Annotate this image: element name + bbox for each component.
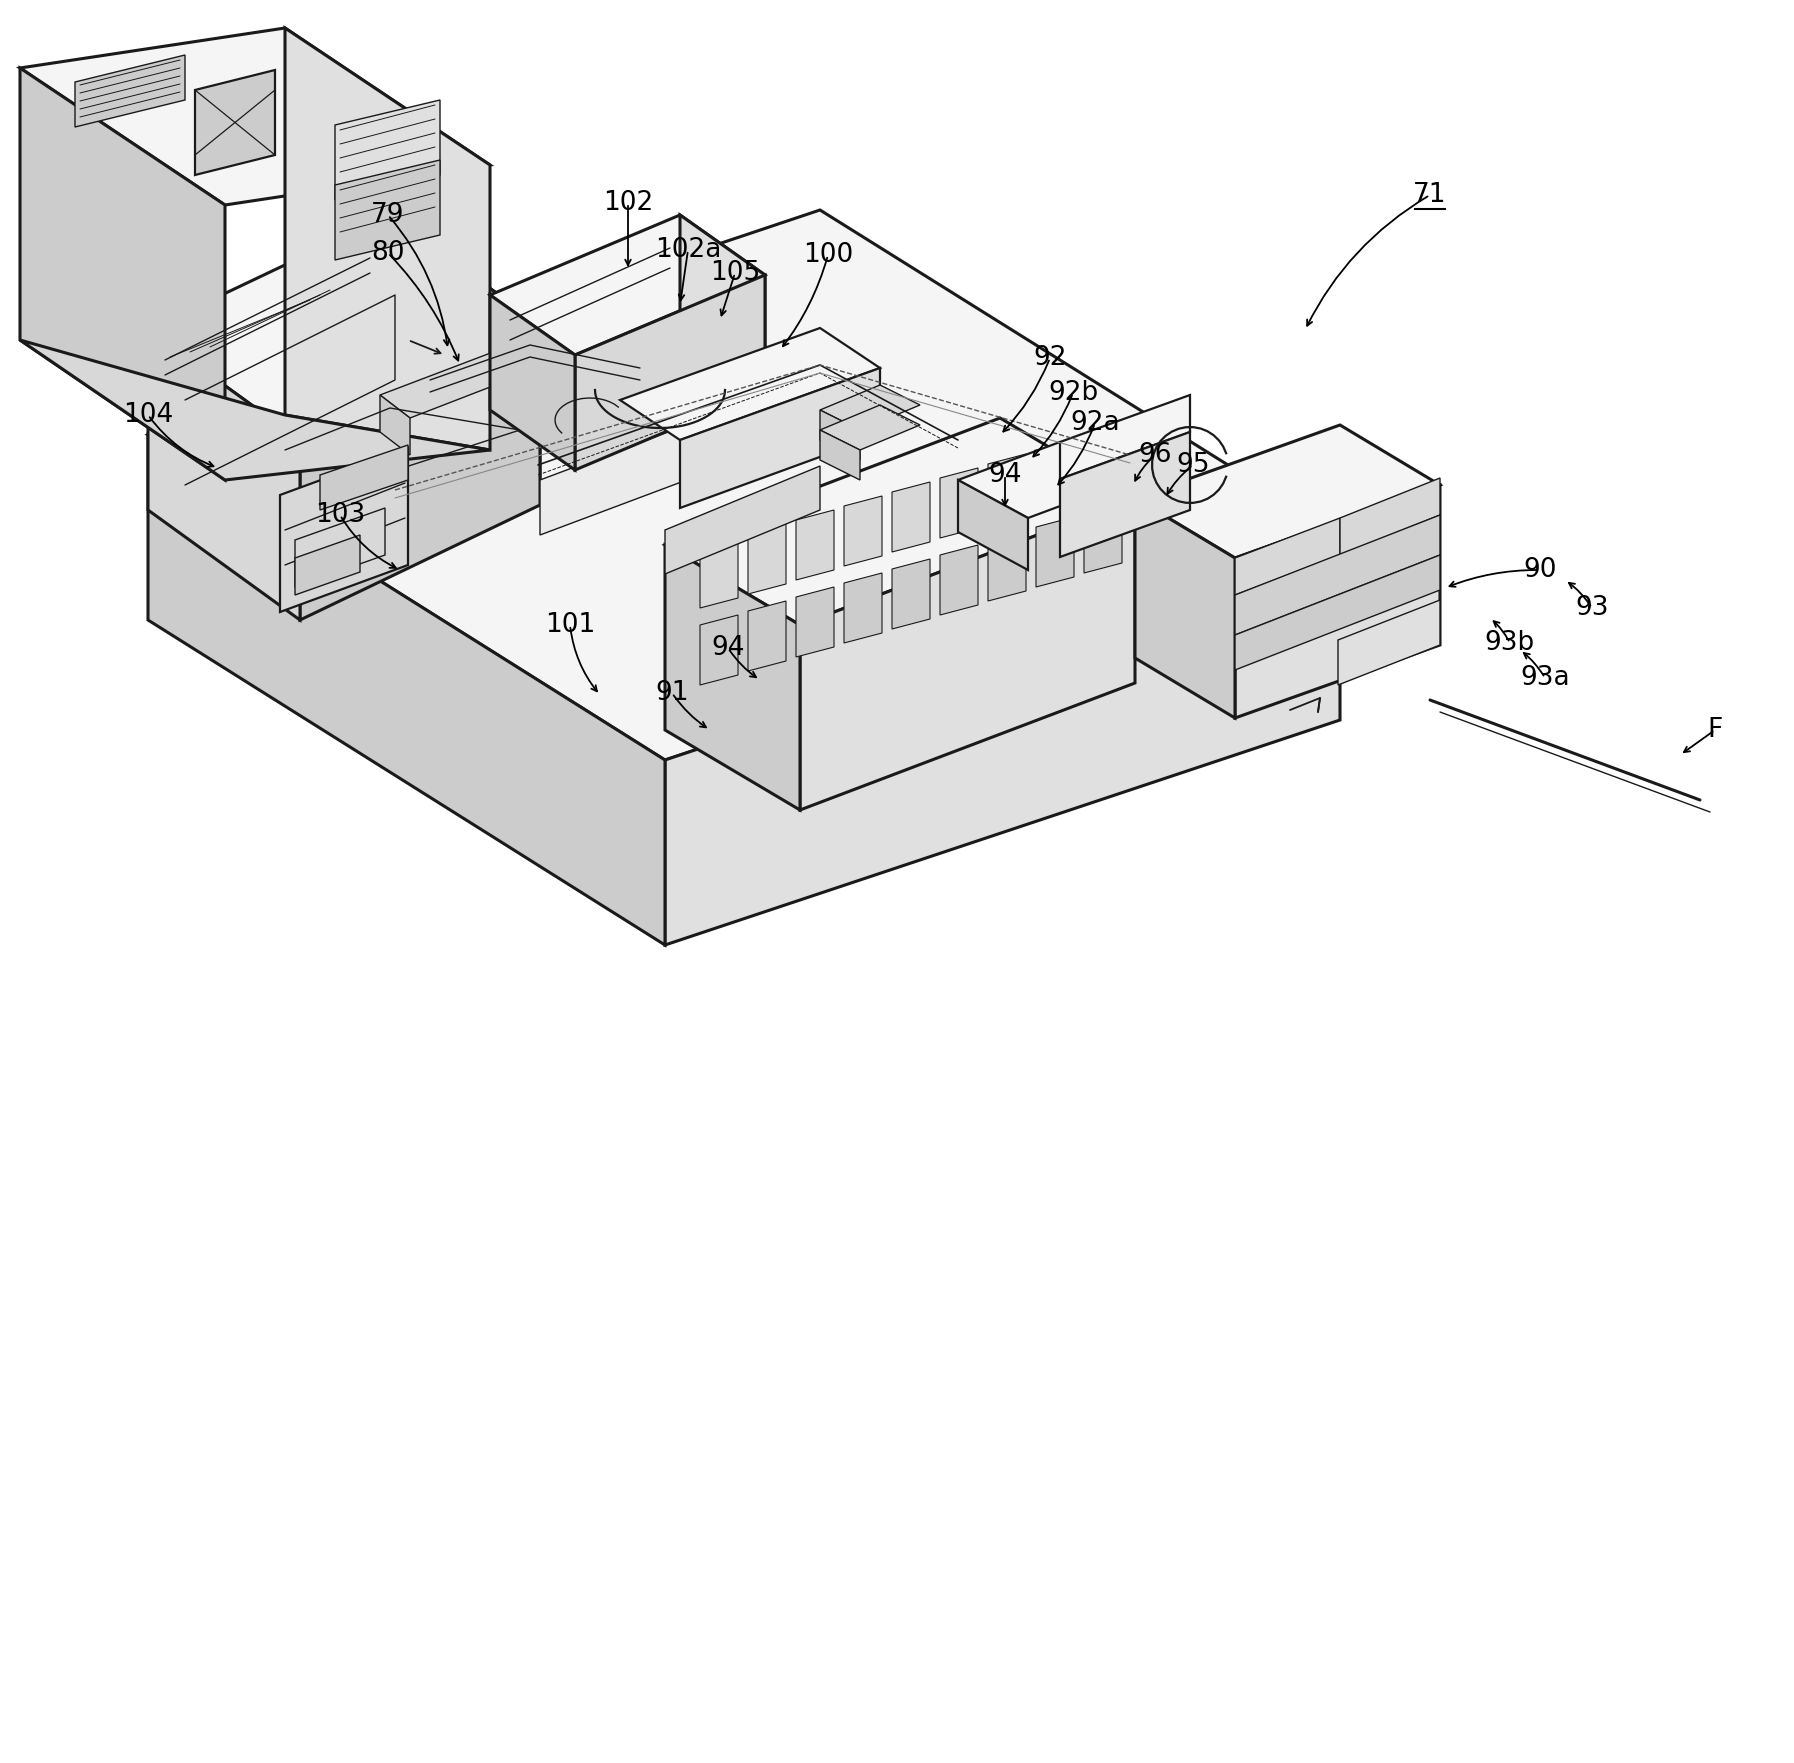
Polygon shape (820, 405, 920, 450)
Text: 90: 90 (1523, 557, 1557, 584)
Polygon shape (540, 376, 820, 534)
Text: 93: 93 (1575, 594, 1609, 621)
Polygon shape (800, 497, 1136, 809)
Polygon shape (1234, 515, 1441, 635)
Polygon shape (820, 384, 920, 430)
Polygon shape (940, 467, 978, 538)
Polygon shape (1338, 599, 1441, 686)
Text: 93b: 93b (1485, 629, 1536, 656)
Polygon shape (576, 275, 764, 471)
Polygon shape (797, 510, 834, 580)
Polygon shape (680, 368, 881, 508)
Polygon shape (1060, 395, 1189, 480)
Text: 93a: 93a (1520, 665, 1570, 691)
Polygon shape (666, 465, 820, 575)
Text: F: F (1708, 718, 1722, 742)
Polygon shape (700, 538, 737, 608)
Polygon shape (958, 480, 1028, 569)
Text: 104: 104 (122, 402, 174, 428)
Polygon shape (294, 534, 361, 594)
Polygon shape (1035, 517, 1075, 587)
Polygon shape (1035, 441, 1075, 510)
Polygon shape (294, 508, 386, 587)
Polygon shape (75, 55, 185, 127)
Polygon shape (285, 28, 490, 450)
Polygon shape (335, 100, 440, 199)
Polygon shape (1234, 485, 1441, 718)
Polygon shape (1136, 497, 1234, 718)
Polygon shape (988, 455, 1026, 524)
Polygon shape (335, 160, 440, 259)
Polygon shape (1136, 425, 1441, 559)
Polygon shape (843, 495, 883, 566)
Text: 102: 102 (603, 190, 653, 217)
Polygon shape (147, 330, 300, 621)
Polygon shape (147, 215, 540, 441)
Polygon shape (748, 601, 786, 672)
Polygon shape (300, 324, 540, 621)
Text: 96: 96 (1137, 443, 1171, 467)
Polygon shape (666, 534, 1340, 945)
Polygon shape (1234, 555, 1441, 670)
Polygon shape (843, 573, 883, 643)
Polygon shape (1340, 478, 1441, 555)
Polygon shape (680, 215, 764, 390)
Polygon shape (700, 615, 737, 686)
Polygon shape (20, 69, 224, 480)
Polygon shape (820, 411, 859, 460)
Polygon shape (621, 328, 881, 441)
Polygon shape (196, 71, 274, 175)
Text: 100: 100 (804, 242, 854, 268)
Text: 92: 92 (1033, 346, 1067, 370)
Polygon shape (20, 340, 490, 480)
Polygon shape (490, 215, 764, 354)
Text: 80: 80 (371, 240, 405, 266)
Polygon shape (988, 531, 1026, 601)
Polygon shape (748, 524, 786, 594)
Polygon shape (319, 444, 407, 510)
Text: 102a: 102a (655, 236, 721, 263)
Polygon shape (892, 481, 929, 552)
Polygon shape (389, 215, 540, 504)
Polygon shape (958, 443, 1130, 518)
Text: 79: 79 (371, 203, 405, 227)
Text: 94: 94 (710, 635, 745, 661)
Polygon shape (147, 210, 1340, 760)
Polygon shape (666, 418, 1136, 626)
Polygon shape (1060, 432, 1189, 557)
Polygon shape (1234, 518, 1340, 594)
Polygon shape (20, 28, 490, 205)
Polygon shape (280, 448, 407, 612)
Polygon shape (380, 338, 560, 418)
Text: 71: 71 (1414, 182, 1446, 208)
Polygon shape (666, 545, 800, 809)
Text: 91: 91 (655, 681, 689, 705)
Text: 94: 94 (988, 462, 1023, 488)
Text: 101: 101 (545, 612, 596, 638)
Text: 92b: 92b (1048, 381, 1098, 405)
Text: 105: 105 (710, 259, 761, 286)
Polygon shape (147, 435, 666, 945)
Polygon shape (380, 395, 411, 455)
Text: 92a: 92a (1071, 411, 1119, 435)
Polygon shape (490, 294, 576, 471)
Polygon shape (1084, 502, 1121, 573)
Polygon shape (892, 559, 929, 629)
Polygon shape (940, 545, 978, 615)
Polygon shape (820, 430, 859, 480)
Polygon shape (1084, 427, 1121, 495)
Polygon shape (797, 587, 834, 658)
Text: 103: 103 (316, 502, 366, 527)
Text: 95: 95 (1177, 451, 1209, 478)
